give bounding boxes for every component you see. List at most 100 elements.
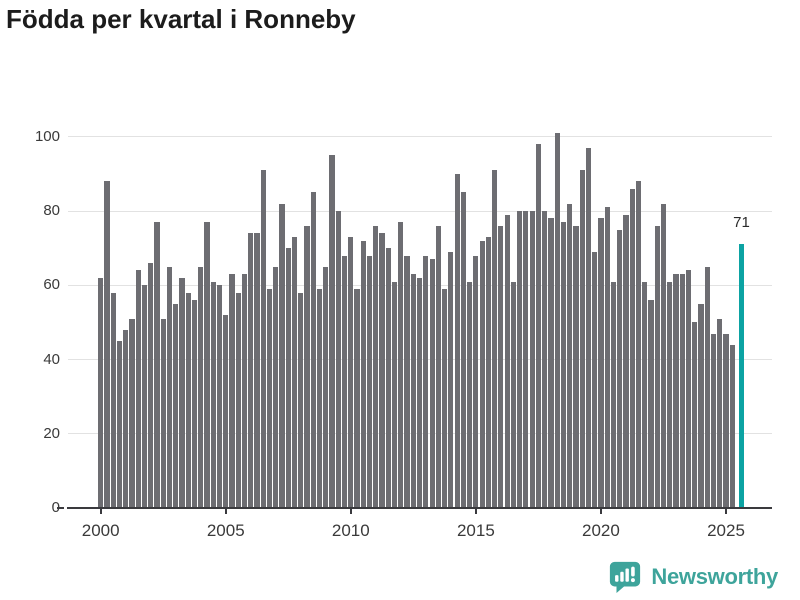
bar-2004-q2 xyxy=(204,222,210,508)
bar-2018-q3 xyxy=(560,222,566,508)
bar-2017-q4 xyxy=(542,211,548,508)
bar-2006-q3 xyxy=(260,170,266,508)
gridline xyxy=(68,210,772,212)
y-tick-label: 20 xyxy=(43,424,60,442)
bar-2013-q2 xyxy=(429,259,435,508)
bar-2018-q2 xyxy=(554,133,560,508)
bar-2011-q1 xyxy=(373,225,379,508)
bar-2024-q1 xyxy=(698,303,704,508)
y-axis-zero-tick xyxy=(57,506,64,509)
bar-2011-q3 xyxy=(385,248,391,508)
bar-2010-q1 xyxy=(348,237,354,508)
bar-2012-q2 xyxy=(404,255,410,508)
x-axis-tick xyxy=(725,508,727,514)
x-tick-label: 2025 xyxy=(707,521,745,540)
bar-2011-q2 xyxy=(379,233,385,508)
bar-2021-q2 xyxy=(629,188,635,508)
bar-2007-q1 xyxy=(273,266,279,508)
bar-2002-q3 xyxy=(160,318,166,508)
x-tick-label: 2010 xyxy=(331,521,370,540)
bar-2017-q3 xyxy=(535,144,541,508)
bar-2002-q1 xyxy=(148,263,154,508)
bar-2006-q2 xyxy=(254,233,260,508)
y-tick-label: 0 xyxy=(51,499,60,516)
bar-2002-q4 xyxy=(166,266,173,508)
x-tick-label: 2020 xyxy=(582,521,620,540)
bar-2022-q3 xyxy=(660,203,667,508)
bar-2016-q3 xyxy=(510,281,516,508)
x-axis-tick xyxy=(599,508,602,514)
bar-2003-q4 xyxy=(191,300,198,508)
bar-2023-q1 xyxy=(673,274,679,508)
chart-title: Födda per kvartal i Ronneby xyxy=(6,4,356,34)
bar-2020-q3 xyxy=(610,281,617,508)
bar-2020-q1 xyxy=(598,218,604,508)
bar-2000-q2 xyxy=(104,181,110,508)
bar-2000-q1 xyxy=(98,277,104,508)
bar-2008-q4 xyxy=(316,288,323,508)
bar-2019-q2 xyxy=(579,170,585,508)
bar-2012-q4 xyxy=(417,277,423,508)
newsworthy-logo-icon xyxy=(610,561,641,594)
bar-2021-q1 xyxy=(623,214,629,508)
bar-2015-q1 xyxy=(473,255,479,508)
highlight-bar-2025-q3 xyxy=(738,244,745,508)
bar-2013-q4 xyxy=(442,288,448,508)
bar-2016-q2 xyxy=(504,214,510,508)
bar-2004-q4 xyxy=(216,285,223,508)
bar-2021-q3 xyxy=(635,181,642,508)
bar-2018-q1 xyxy=(548,218,554,508)
bar-2014-q4 xyxy=(467,281,473,508)
bar-2023-q3 xyxy=(685,270,692,508)
bar-2009-q2 xyxy=(329,155,335,508)
bar-2015-q2 xyxy=(479,240,485,508)
bar-2001-q2 xyxy=(129,318,135,508)
bar-2020-q2 xyxy=(604,207,610,508)
x-tick-label: 2015 xyxy=(456,521,495,540)
bar-2005-q1 xyxy=(223,314,229,508)
bar-2019-q4 xyxy=(592,251,598,508)
bar-2014-q3 xyxy=(460,192,466,508)
bar-2021-q4 xyxy=(642,281,648,508)
bar-2000-q4 xyxy=(116,340,123,508)
bar-2016-q4 xyxy=(517,211,523,508)
x-tick-label: 2000 xyxy=(81,521,120,540)
bar-2010-q2 xyxy=(354,288,360,508)
y-tick-label: 60 xyxy=(43,276,60,294)
bar-2014-q2 xyxy=(454,173,460,508)
bar-2023-q4 xyxy=(692,322,698,508)
bar-2014-q1 xyxy=(448,251,454,508)
highlight-value-label: 71 xyxy=(733,214,750,232)
bar-2008-q3 xyxy=(310,192,316,508)
x-axis-tick xyxy=(99,508,102,514)
bar-2025-q1 xyxy=(723,333,729,508)
bar-2024-q3 xyxy=(710,333,717,508)
bar-2001-q4 xyxy=(141,285,148,508)
bar-2013-q3 xyxy=(435,225,441,508)
brand-name: Newsworthy xyxy=(651,564,778,589)
bar-2001-q1 xyxy=(123,329,129,508)
bar-2008-q2 xyxy=(304,225,310,508)
bar-2024-q2 xyxy=(704,266,710,508)
bar-2003-q3 xyxy=(185,292,191,508)
bar-2017-q2 xyxy=(529,211,535,508)
plot-area: 0 20 40 60 80 100 2000 2005 2010 2015 2020 2025 71 xyxy=(34,127,772,540)
bar-2004-q3 xyxy=(210,281,216,508)
bar-2019-q1 xyxy=(573,225,579,508)
bar-2018-q4 xyxy=(567,203,573,508)
bar-2015-q4 xyxy=(492,170,498,508)
bar-2023-q2 xyxy=(679,274,685,508)
bar-2022-q1 xyxy=(648,300,654,508)
bar-2007-q4 xyxy=(291,237,298,508)
gridline xyxy=(68,136,772,138)
y-tick-label: 100 xyxy=(34,127,60,145)
bar-2005-q3 xyxy=(235,292,241,508)
bar-2005-q2 xyxy=(229,274,235,508)
bar-2020-q4 xyxy=(617,229,623,508)
bar-2005-q4 xyxy=(241,274,248,508)
y-tick-label: 40 xyxy=(43,350,60,368)
bar-2022-q4 xyxy=(667,281,673,508)
bar-2008-q1 xyxy=(298,292,304,508)
bar-2016-q1 xyxy=(498,225,504,508)
bar-2004-q1 xyxy=(198,266,204,508)
